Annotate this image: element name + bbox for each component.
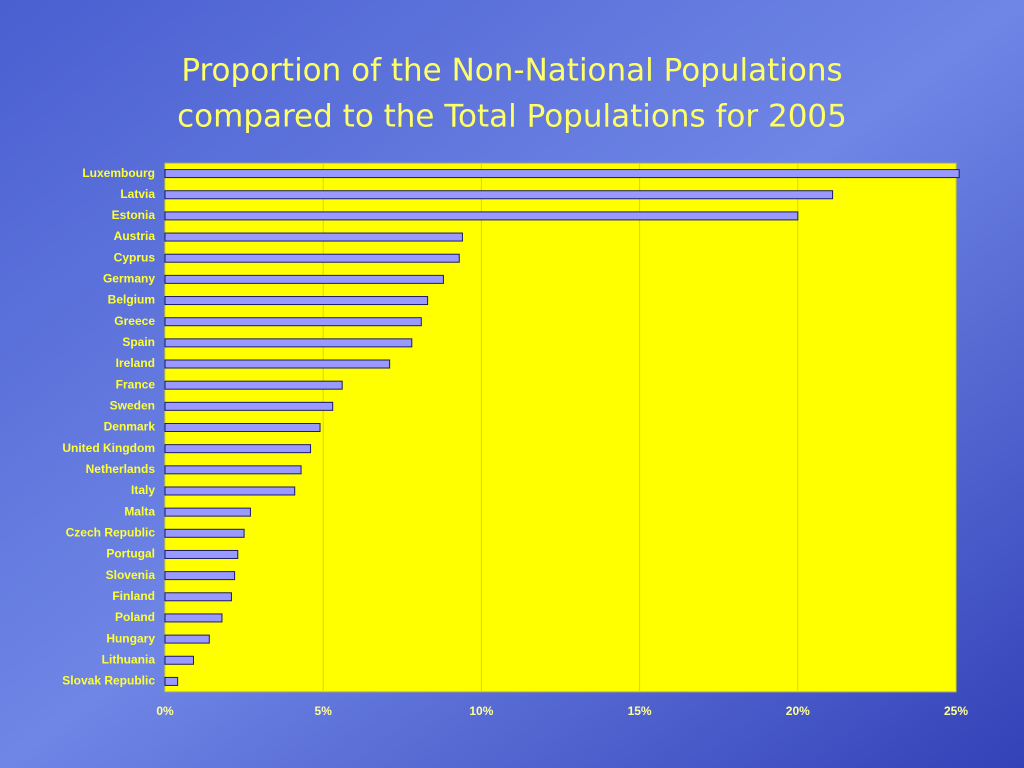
bar — [164, 190, 834, 200]
bar — [164, 423, 321, 432]
y-tick-label: Luxembourg — [82, 166, 155, 180]
y-tick-label: Ireland — [116, 356, 155, 370]
bar — [164, 338, 413, 348]
bar — [164, 211, 799, 221]
y-tick-label: Slovak Republic — [62, 674, 155, 688]
bar — [164, 571, 236, 581]
y-tick-label: Belgium — [108, 293, 155, 307]
y-tick-label: Portugal — [106, 547, 155, 561]
y-tick-label: Latvia — [120, 187, 155, 201]
y-tick-label: Germany — [103, 272, 155, 286]
bar — [164, 296, 429, 306]
y-tick-label: Poland — [115, 610, 155, 624]
y-tick-label: Spain — [122, 335, 155, 349]
bar — [164, 613, 223, 623]
y-tick-label: Sweden — [110, 399, 155, 413]
bar — [164, 380, 343, 390]
y-tick-label: Austria — [114, 229, 156, 243]
bar — [164, 401, 334, 411]
y-tick-label: Finland — [112, 589, 155, 603]
y-tick-label: Netherlands — [86, 462, 156, 476]
bar — [164, 486, 296, 496]
x-tick-label: 5% — [315, 704, 333, 718]
x-tick-label: 0% — [156, 704, 174, 718]
y-tick-label: Italy — [131, 483, 155, 497]
bar — [164, 317, 422, 327]
chart-title: compared to the Total Populations for 20… — [177, 99, 847, 135]
bar — [164, 359, 391, 369]
y-tick-label: Cyprus — [114, 250, 156, 264]
chart-title: Proportion of the Non-National Populatio… — [181, 53, 842, 89]
bar — [164, 634, 210, 644]
bar — [164, 528, 245, 538]
y-tick-label: United Kingdom — [62, 441, 155, 455]
y-tick-label: Lithuania — [102, 652, 156, 666]
x-tick-label: 20% — [786, 704, 810, 718]
x-tick-label: 15% — [628, 704, 652, 718]
x-tick-label: 25% — [944, 704, 968, 718]
bar — [164, 169, 960, 179]
bar — [164, 465, 302, 475]
bar — [164, 655, 194, 665]
y-tick-label: Estonia — [112, 208, 156, 222]
bar — [164, 549, 239, 559]
y-tick-label: France — [116, 377, 156, 391]
bar — [164, 592, 232, 602]
bar — [164, 676, 179, 686]
bar — [164, 444, 312, 454]
x-tick-label: 10% — [469, 704, 493, 718]
bar — [164, 232, 463, 242]
y-tick-label: Malta — [124, 504, 155, 518]
bar — [164, 507, 251, 517]
y-tick-label: Slovenia — [106, 568, 156, 582]
bar — [164, 274, 444, 284]
y-tick-label: Czech Republic — [66, 525, 156, 539]
y-tick-label: Denmark — [104, 420, 156, 434]
y-tick-label: Greece — [114, 314, 155, 328]
bar — [164, 253, 460, 263]
y-tick-label: Hungary — [106, 631, 155, 645]
